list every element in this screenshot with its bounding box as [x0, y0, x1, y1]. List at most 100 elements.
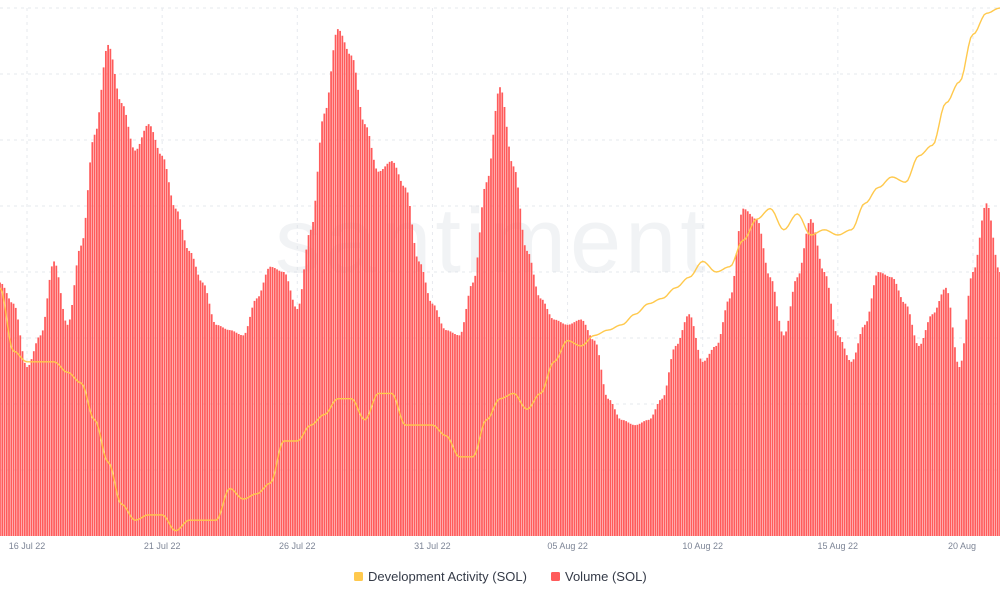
volume-bar[interactable] [879, 272, 882, 536]
volume-bar[interactable] [300, 289, 303, 536]
volume-bar[interactable] [796, 277, 799, 536]
volume-bar[interactable] [262, 282, 265, 536]
volume-bar[interactable] [632, 424, 634, 536]
volume-bar[interactable] [334, 34, 337, 536]
volume-bar[interactable] [325, 107, 328, 536]
volume-bar[interactable] [68, 319, 71, 536]
volume-bar[interactable] [494, 110, 497, 537]
volume-bar[interactable] [445, 330, 447, 536]
volume-bar[interactable] [366, 127, 368, 536]
volume-bar[interactable] [530, 262, 533, 536]
volume-bar[interactable] [990, 220, 992, 536]
volume-bar[interactable] [609, 400, 612, 536]
volume-bar[interactable] [589, 335, 591, 536]
volume-bar[interactable] [573, 322, 576, 536]
volume-bar[interactable] [465, 308, 468, 536]
volume-bar[interactable] [852, 359, 855, 536]
volume-bar[interactable] [150, 126, 152, 536]
legend-label-dev-activity[interactable]: Development Activity (SOL) [368, 569, 527, 584]
volume-bar[interactable] [841, 341, 844, 536]
volume-bar[interactable] [532, 274, 535, 536]
volume-bar[interactable] [897, 290, 900, 536]
volume-bar[interactable] [201, 282, 204, 536]
volume-bar[interactable] [240, 335, 242, 536]
volume-bar[interactable] [735, 253, 738, 536]
volume-bar[interactable] [672, 349, 675, 536]
volume-bar[interactable] [740, 214, 742, 536]
volume-bar[interactable] [645, 420, 648, 536]
volume-bar[interactable] [638, 423, 641, 536]
volume-bar[interactable] [199, 280, 202, 536]
volume-bar[interactable] [244, 332, 247, 536]
volume-bar[interactable] [235, 332, 238, 536]
volume-bar[interactable] [219, 326, 222, 536]
volume-bar[interactable] [469, 286, 472, 536]
volume-bar[interactable] [823, 272, 826, 536]
volume-bar[interactable] [463, 322, 465, 536]
volume-bar[interactable] [688, 314, 691, 536]
volume-bar[interactable] [778, 320, 781, 536]
volume-bar[interactable] [564, 324, 567, 536]
volume-bar[interactable] [424, 282, 427, 536]
volume-bar[interactable] [537, 295, 540, 536]
volume-bar[interactable] [231, 330, 233, 536]
volume-bar[interactable] [161, 155, 164, 536]
volume-bar[interactable] [210, 314, 213, 536]
volume-bar[interactable] [553, 319, 555, 536]
volume-bar[interactable] [584, 324, 587, 536]
volume-bar[interactable] [690, 317, 693, 536]
volume-bar[interactable] [255, 298, 258, 536]
volume-bar[interactable] [992, 237, 995, 536]
volume-bar[interactable] [859, 334, 862, 536]
volume-bar[interactable] [204, 285, 206, 536]
volume-bar[interactable] [41, 330, 44, 536]
volume-bar[interactable] [945, 287, 947, 536]
volume-bar[interactable] [595, 344, 598, 536]
volume-bar[interactable] [510, 161, 513, 536]
volume-bar[interactable] [613, 409, 616, 536]
volume-bar[interactable] [276, 269, 278, 536]
volume-bar[interactable] [758, 223, 760, 536]
volume-bar[interactable] [440, 323, 443, 536]
volume-bar[interactable] [870, 298, 873, 536]
volume-bar[interactable] [379, 170, 382, 536]
volume-bar[interactable] [73, 285, 76, 536]
volume-bar[interactable] [404, 187, 407, 536]
volume-bar[interactable] [348, 53, 350, 536]
volume-bar[interactable] [420, 264, 423, 536]
volume-bar[interactable] [544, 303, 546, 536]
volume-bar[interactable] [755, 219, 758, 536]
volume-bar[interactable] [14, 307, 17, 536]
volume-bar[interactable] [972, 272, 974, 536]
volume-bar[interactable] [253, 300, 256, 536]
volume-bar[interactable] [681, 330, 684, 536]
volume-bar[interactable] [679, 338, 682, 536]
volume-bar[interactable] [816, 245, 819, 536]
volume-bar[interactable] [836, 335, 839, 536]
volume-bar[interactable] [550, 318, 553, 536]
volume-bar[interactable] [906, 306, 909, 536]
volume-bar[interactable] [769, 277, 772, 536]
volume-bar[interactable] [8, 298, 10, 536]
volume-bar[interactable] [918, 345, 920, 536]
volume-bar[interactable] [395, 167, 398, 536]
volume-bar[interactable] [593, 340, 596, 536]
volume-bar[interactable] [577, 319, 580, 536]
volume-bar[interactable] [172, 205, 175, 536]
volume-bar[interactable] [143, 130, 146, 536]
volume-bar[interactable] [44, 316, 46, 536]
volume-bar[interactable] [830, 303, 832, 536]
volume-bar[interactable] [663, 395, 666, 536]
legend-label-volume[interactable]: Volume (SOL) [565, 569, 647, 584]
volume-bar[interactable] [647, 419, 650, 536]
volume-bar[interactable] [59, 293, 62, 536]
volume-bar[interactable] [242, 335, 245, 536]
volume-bar[interactable] [922, 338, 925, 536]
volume-bar[interactable] [224, 328, 227, 536]
volume-bar[interactable] [217, 325, 220, 536]
volume-bar[interactable] [947, 293, 950, 536]
volume-bar[interactable] [834, 331, 837, 536]
volume-bar[interactable] [821, 268, 823, 536]
volume-bar[interactable] [636, 424, 639, 536]
volume-bar[interactable] [762, 248, 765, 537]
